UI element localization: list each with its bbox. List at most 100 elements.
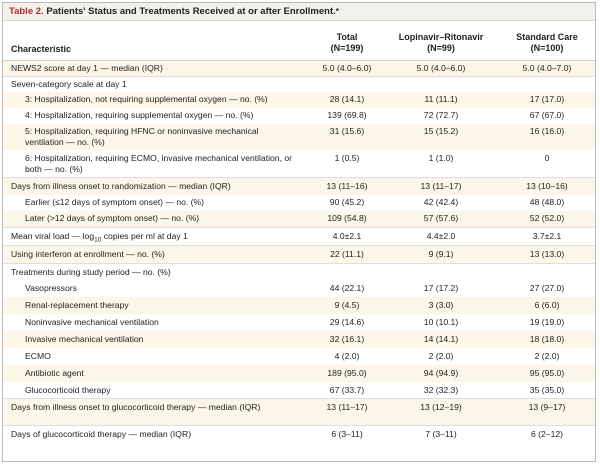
table-body: NEWS2 score at day 1 — median (IQR) 5.0 … — [3, 61, 595, 444]
cell-lopinavir: 5.0 (4.0–6.0) — [416, 63, 466, 73]
cell-lopinavir: 32 (32.3) — [423, 385, 459, 395]
table-row: 4: Hospitalization, requiring supplement… — [3, 108, 595, 124]
row-label: 6: Hospitalization, requiring ECMO, inva… — [25, 153, 293, 174]
table-row: Seven-category scale at day 1 — [3, 77, 595, 92]
table-row: ECMO 4 (2.0) 2 (2.0) 2 (2.0) — [3, 348, 595, 365]
header-standard: Standard Care (N=100) — [507, 32, 587, 54]
table-row: 6: Hospitalization, requiring ECMO, inva… — [3, 150, 595, 178]
cell-standard: 0 — [544, 153, 550, 163]
table-row: Renal-replacement therapy 9 (4.5) 3 (3.0… — [3, 297, 595, 314]
header-characteristic: Characteristic — [11, 44, 72, 54]
cell-lopinavir: 9 (9.1) — [428, 249, 454, 259]
row-label: Days from illness onset to glucocorticoi… — [11, 402, 261, 412]
table-row: Days from illness onset to randomization… — [3, 178, 595, 195]
table-row: Using interferon at enrollment — no. (%)… — [3, 246, 595, 264]
cell-lopinavir: 42 (42.4) — [423, 197, 459, 207]
table-row: Mean viral load — log10 copies per ml at… — [3, 228, 595, 246]
cell-lopinavir: 13 (12–19) — [420, 402, 462, 412]
row-label: Using interferon at enrollment — no. (%) — [11, 249, 165, 259]
row-label: 5: Hospitalization, requiring HFNC or no… — [25, 126, 259, 147]
cell-lopinavir: 11 (11.1) — [424, 94, 458, 104]
row-label-text-end: copies per ml at day 1 — [101, 231, 188, 241]
row-label: 4: Hospitalization, requiring supplement… — [25, 110, 254, 120]
row-label: Later (>12 days of symptom onset) — no. … — [25, 213, 200, 223]
table-title-footnote-mark: * — [335, 7, 339, 16]
cell-standard: 18 (18.0) — [529, 334, 565, 344]
cell-standard: 13 (10–16) — [526, 181, 568, 191]
header-lopinavir-name: Lopinavir–Ritonavir — [398, 32, 484, 42]
cell-standard: 2 (2.0) — [534, 351, 560, 361]
row-label: Mean viral load — log10 copies per ml at… — [11, 231, 188, 246]
cell-standard: 16 (16.0) — [529, 126, 565, 136]
table-row: 3: Hospitalization, not requiring supple… — [3, 92, 595, 108]
table-row: Days from illness onset to glucocorticoi… — [3, 399, 595, 426]
row-label: Antibiotic agent — [25, 368, 84, 378]
row-label: Seven-category scale at day 1 — [11, 79, 127, 89]
cell-total: 109 (54.8) — [327, 213, 367, 223]
row-label: Vasopressors — [25, 283, 77, 293]
cell-lopinavir: 72 (72.7) — [423, 110, 459, 120]
table-header: Characteristic Total (N=199) Lopinavir–R… — [3, 22, 595, 61]
cell-total: 1 (0.5) — [334, 153, 360, 163]
cell-lopinavir: 14 (14.1) — [423, 334, 459, 344]
cell-total: 28 (14.1) — [329, 94, 365, 104]
cell-standard: 17 (17.0) — [529, 94, 565, 104]
row-label: Renal-replacement therapy — [25, 300, 129, 310]
cell-total: 189 (95.0) — [327, 368, 367, 378]
table-row: 5: Hospitalization, requiring HFNC or no… — [3, 124, 595, 150]
cell-total: 31 (15.6) — [329, 126, 365, 136]
table-title-bar: Table 2. Patients' Status and Treatments… — [3, 3, 595, 21]
table-row: Later (>12 days of symptom onset) — no. … — [3, 211, 595, 228]
cell-lopinavir: 1 (1.0) — [428, 153, 454, 163]
table-row: Glucocorticoid therapy 67 (33.7) 32 (32.… — [3, 382, 595, 399]
header-total-n: (N=199) — [330, 43, 364, 53]
cell-lopinavir: 7 (3–11) — [425, 429, 457, 439]
table-label: Table 2. — [9, 6, 44, 17]
table-row: Noninvasive mechanical ventilation 29 (1… — [3, 314, 595, 331]
cell-standard: 13 (13.0) — [529, 249, 565, 259]
table-row: Treatments during study period — no. (%) — [3, 264, 595, 280]
header-lopinavir: Lopinavir–Ritonavir (N=99) — [391, 32, 491, 54]
cell-lopinavir: 10 (10.1) — [423, 317, 459, 327]
table-row: NEWS2 score at day 1 — median (IQR) 5.0 … — [3, 61, 595, 77]
table-row: Earlier (≤12 days of symptom onset) — no… — [3, 195, 595, 211]
row-label: ECMO — [25, 351, 51, 361]
cell-standard: 13 (9–17) — [528, 402, 566, 412]
cell-total: 139 (69.8) — [327, 110, 367, 120]
table-row: Days of glucocorticoid therapy — median … — [3, 426, 595, 444]
cell-standard: 5.0 (4.0–7.0) — [522, 63, 572, 73]
row-label: Days of glucocorticoid therapy — median … — [11, 429, 192, 439]
row-label-text: Mean viral load — log — [11, 231, 95, 241]
cell-total: 13 (11–16) — [326, 181, 368, 191]
row-label: 3: Hospitalization, not requiring supple… — [25, 94, 268, 104]
cell-standard: 19 (19.0) — [529, 317, 565, 327]
table-title: Patients' Status and Treatments Received… — [46, 6, 336, 17]
cell-total: 6 (3–11) — [331, 429, 363, 439]
cell-standard: 27 (27.0) — [529, 283, 565, 293]
row-label: Invasive mechanical ventilation — [25, 334, 144, 344]
cell-lopinavir: 15 (15.2) — [423, 126, 459, 136]
table-row: Antibiotic agent 189 (95.0) 94 (94.9) 95… — [3, 365, 595, 382]
row-label: Treatments during study period — no. (%) — [11, 267, 171, 277]
cell-standard: 48 (48.0) — [529, 197, 565, 207]
cell-standard: 52 (52.0) — [529, 213, 565, 223]
row-label: NEWS2 score at day 1 — median (IQR) — [11, 63, 163, 73]
cell-total: 90 (45.2) — [329, 197, 365, 207]
table-row: Vasopressors 44 (22.1) 17 (17.2) 27 (27.… — [3, 280, 595, 297]
cell-lopinavir: 3 (3.0) — [428, 300, 454, 310]
cell-total: 67 (33.7) — [329, 385, 365, 395]
row-label: Days from illness onset to randomization… — [11, 181, 231, 191]
table-frame: Table 2. Patients' Status and Treatments… — [2, 2, 596, 462]
cell-standard: 67 (67.0) — [529, 110, 565, 120]
cell-lopinavir: 13 (11–17) — [420, 181, 462, 191]
cell-total: 13 (11–17) — [326, 402, 368, 412]
cell-total: 44 (22.1) — [329, 283, 365, 293]
cell-standard: 6 (2–12) — [530, 429, 563, 439]
cell-standard: 3.7±2.1 — [532, 231, 562, 241]
cell-standard: 95 (95.0) — [529, 368, 565, 378]
header-total-name: Total — [336, 32, 358, 42]
header-total: Total (N=199) — [307, 32, 387, 54]
cell-total: 9 (4.5) — [334, 300, 360, 310]
header-lopinavir-n: (N=99) — [427, 43, 455, 53]
row-label: Noninvasive mechanical ventilation — [25, 317, 159, 327]
